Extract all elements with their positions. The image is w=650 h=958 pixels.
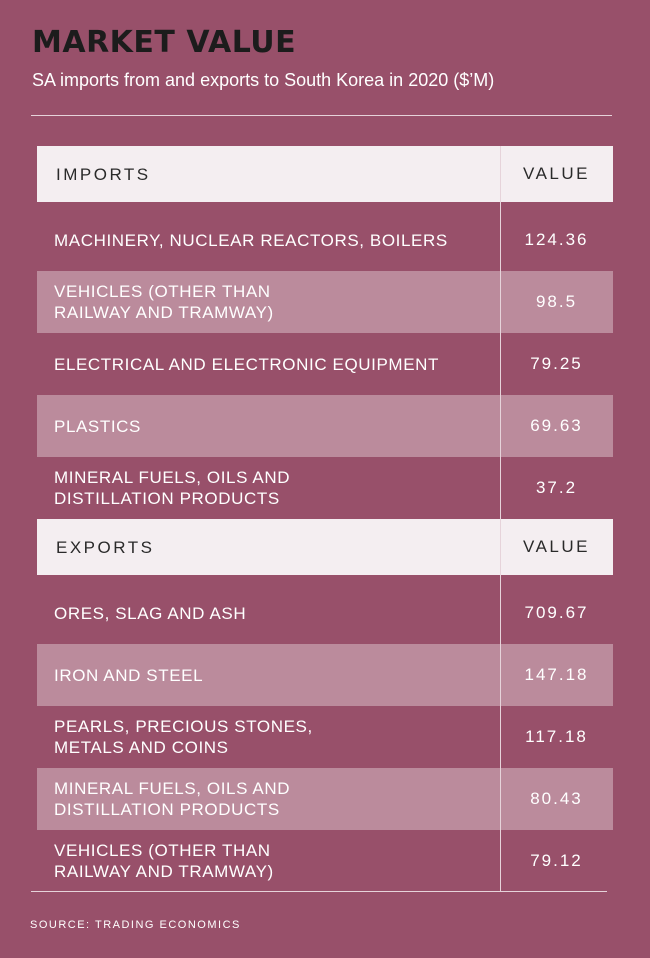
value-column-header: VALUE xyxy=(523,164,590,183)
row-value: 69.63 xyxy=(530,416,583,435)
table-row: ELECTRICAL AND ELECTRONIC EQUIPMENT 79.25 xyxy=(37,333,613,395)
table-row: VEHICLES (OTHER THAN RAILWAY AND TRAMWAY)… xyxy=(37,271,613,333)
row-value: 79.12 xyxy=(530,851,583,870)
row-label: MINERAL FUELS, OILS AND DISTILLATION PROD… xyxy=(54,468,291,508)
row-label: VEHICLES (OTHER THAN RAILWAY AND TRAMWAY) xyxy=(54,841,274,881)
row-value: 709.67 xyxy=(524,603,589,622)
market-value-table: IMPORTS VALUE MACHINERY, NUCLEAR REACTORS,… xyxy=(37,146,613,891)
row-value: 124.36 xyxy=(524,230,589,249)
table-row: PLASTICS 69.63 xyxy=(37,395,613,457)
table-row: IRON AND STEEL 147.18 xyxy=(37,644,613,706)
table-row: MINERAL FUELS, OILS AND DISTILLATION PROD… xyxy=(37,457,613,519)
row-label: ORES, SLAG AND ASH xyxy=(54,603,247,623)
row-value: 98.5 xyxy=(535,292,578,311)
row-label: VEHICLES (OTHER THAN RAILWAY AND TRAMWAY) xyxy=(54,282,274,322)
row-label: PEARLS, PRECIOUS STONES, METALS AND COINS xyxy=(54,717,313,757)
row-value: 147.18 xyxy=(524,665,589,684)
source-note: SOURCE: TRADING ECONOMICS xyxy=(30,919,241,931)
row-label: PLASTICS xyxy=(54,416,141,436)
table-row: MACHINERY, NUCLEAR REACTORS, BOILERS 124.… xyxy=(37,209,613,271)
section-header-label: IMPORTS xyxy=(56,164,151,184)
row-value: 79.25 xyxy=(530,354,583,373)
chart-subtitle: SA imports from and exports to South Kor… xyxy=(32,70,495,90)
section-header-imports: IMPORTS VALUE xyxy=(37,146,613,202)
section-header-label: EXPORTS xyxy=(56,537,155,557)
value-column-header: VALUE xyxy=(523,537,590,556)
row-label: MINERAL FUELS, OILS AND DISTILLATION PROD… xyxy=(54,779,291,819)
row-value: 80.43 xyxy=(530,789,583,808)
table-row: ORES, SLAG AND ASH 709.67 xyxy=(37,582,613,644)
row-value: 117.18 xyxy=(525,727,588,746)
row-label: MACHINERY, NUCLEAR REACTORS, BOILERS xyxy=(54,230,448,250)
row-label: IRON AND STEEL xyxy=(54,665,204,685)
chart-title: MARKET VALUE xyxy=(32,25,297,60)
row-value: 37.2 xyxy=(535,478,578,497)
section-header-exports: EXPORTS VALUE xyxy=(37,519,613,575)
row-label: ELECTRICAL AND ELECTRONIC EQUIPMENT xyxy=(54,354,439,374)
column-divider xyxy=(500,146,501,891)
table-row: VEHICLES (OTHER THAN RAILWAY AND TRAMWAY)… xyxy=(37,830,613,892)
bottom-divider xyxy=(31,891,607,892)
top-divider xyxy=(31,115,612,116)
table-row: MINERAL FUELS, OILS AND DISTILLATION PROD… xyxy=(37,768,613,830)
table-row: PEARLS, PRECIOUS STONES, METALS AND COINS… xyxy=(37,706,613,768)
